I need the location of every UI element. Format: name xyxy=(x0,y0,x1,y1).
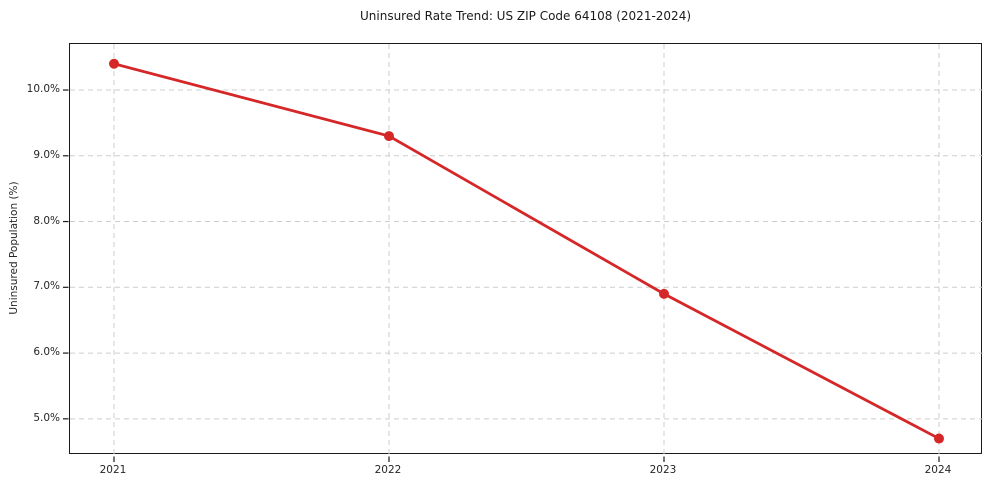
chart-title: Uninsured Rate Trend: US ZIP Code 64108 … xyxy=(359,9,692,23)
x-tick-label: 2023 xyxy=(649,464,677,476)
y-tick-label: 10.0% xyxy=(26,83,60,96)
data-point-marker xyxy=(109,58,119,69)
plot-area xyxy=(63,43,983,462)
y-axis-title: Uninsured Population (%) xyxy=(8,181,20,315)
y-tick-label: 5.0% xyxy=(33,411,60,424)
x-tick-label: 2021 xyxy=(99,464,127,476)
line-chart-canvas xyxy=(63,44,983,462)
y-tick-label: 7.0% xyxy=(33,280,60,293)
y-tick-label: 6.0% xyxy=(33,346,60,359)
data-point-marker xyxy=(659,288,669,299)
y-tick-label: 9.0% xyxy=(33,148,60,161)
data-point-marker xyxy=(934,433,944,444)
data-point-marker xyxy=(384,131,394,142)
x-tick-label: 2022 xyxy=(374,464,402,476)
y-tick-label: 8.0% xyxy=(33,214,60,227)
x-tick-label: 2024 xyxy=(924,464,952,476)
trend-line xyxy=(112,62,941,440)
